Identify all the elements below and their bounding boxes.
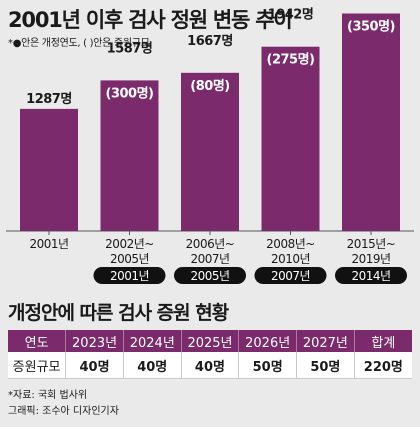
value-label: 1667명 (187, 33, 233, 49)
revision-year-label: 2007년 (271, 269, 310, 283)
increase-label: (300명) (106, 85, 154, 101)
category-label: 2005년 (110, 252, 149, 266)
bar (181, 72, 239, 231)
chart-note: *●안은 개정연도, ( )안은 증원규모 (8, 38, 150, 49)
source-credits: *자료: 국회 법사위 그래픽: 조수아 디자인기자 (8, 388, 119, 420)
header-2023: 2023년 (65, 330, 124, 352)
bar (20, 108, 78, 231)
category-label: 2010년 (271, 252, 310, 266)
value-label: 1287명 (26, 91, 72, 107)
category-label: 2008년~ (266, 237, 315, 251)
value-label: 1942명 (268, 7, 314, 23)
revision-year-label: 2005년 (190, 269, 229, 283)
category-label: 2015년~ (347, 237, 396, 251)
value-total: 220명 (354, 352, 412, 379)
value-label: 1587명 (107, 40, 153, 56)
header-total: 합계 (354, 330, 412, 352)
category-label: 2001년 (29, 237, 68, 251)
credit-line: 그래픽: 조수아 디자인기자 (8, 406, 119, 417)
header-year: 연도 (8, 330, 67, 352)
increase-table-row: 증원규모 40명 40명 40명 50명 50명 220명 (8, 352, 412, 379)
value-2024: 40명 (123, 352, 182, 379)
revision-pill (174, 267, 246, 284)
category-label: 2007년 (190, 252, 229, 266)
increase-table-header-row: 연도 2023년 2024년 2025년 2026년 2027년 합계 (8, 330, 412, 352)
header-2024: 2024년 (123, 330, 182, 352)
revision-year-label: 2014년 (351, 269, 390, 283)
header-2026: 2026년 (238, 330, 298, 352)
revision-pill (335, 267, 407, 284)
chart-title: 2001년 이후 검사 정원 변동 추이 (8, 8, 293, 32)
revision-year-label: 2001년 (110, 269, 149, 283)
section-title: 개정안에 따른 검사 증원 현황 (8, 302, 229, 324)
source-line: *자료: 국회 법사위 (8, 390, 88, 401)
value-2023: 40명 (65, 352, 124, 379)
category-label: 2006년~ (186, 237, 235, 251)
revision-pill (254, 267, 327, 284)
header-2025: 2025년 (181, 330, 240, 352)
bar (342, 13, 400, 231)
category-label: 2019년 (351, 252, 390, 266)
bar (261, 46, 320, 231)
increase-label: (80명) (190, 78, 229, 94)
increase-table: 연도 2023년 2024년 2025년 2026년 2027년 합계 증원규모… (8, 330, 412, 379)
header-2027: 2027년 (296, 330, 355, 352)
bar (100, 80, 159, 231)
row-label: 증원규모 (8, 352, 67, 379)
bar-chart: 1287명2001년1587명(300명)2002년~2005년2001년166… (6, 7, 414, 284)
value-2026: 50명 (238, 352, 298, 379)
value-2027: 50명 (296, 352, 355, 379)
increase-label: (275명) (267, 52, 315, 68)
revision-pill (93, 267, 166, 284)
value-2025: 40명 (181, 352, 240, 379)
category-label: 2002년~ (105, 237, 154, 251)
increase-label: (350명) (347, 19, 395, 35)
